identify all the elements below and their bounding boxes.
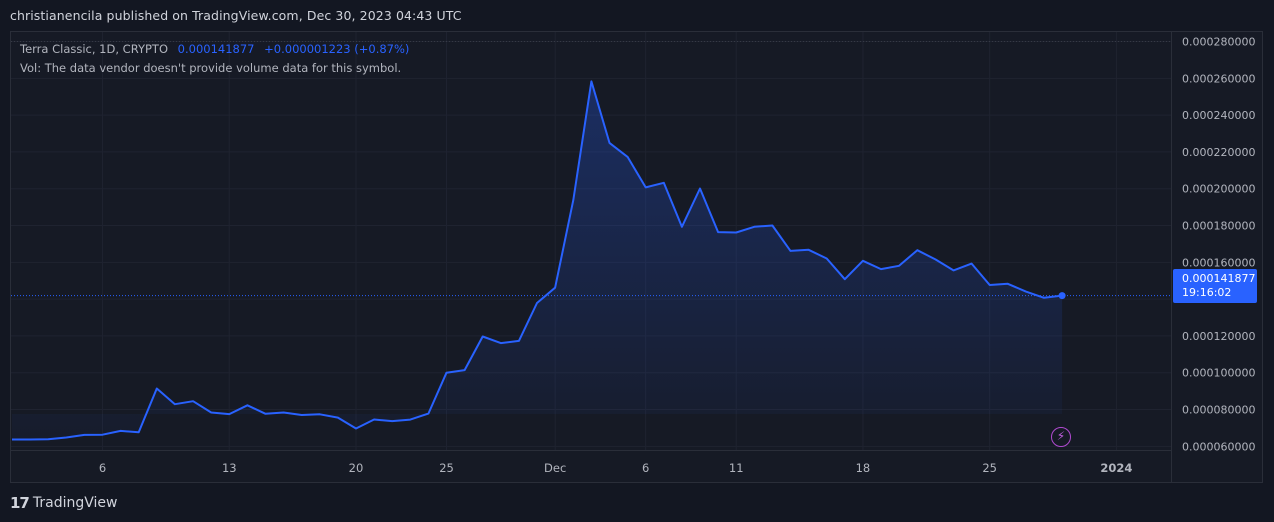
y-tick-label: 0.000120000 [1182, 330, 1255, 343]
y-tick-label: 0.000060000 [1182, 440, 1255, 453]
published-caption: christianencila published on TradingView… [10, 8, 462, 23]
chart-area[interactable]: 0.000060000 0.000080000 0.000100000 0.00012… [10, 31, 1263, 483]
y-tick-label: 0.000200000 [1182, 183, 1255, 196]
y-tick-label: 0.000280000 [1182, 36, 1255, 49]
lightning-icon[interactable]: ⚡ [1051, 427, 1071, 447]
price-area-fill [12, 81, 1063, 440]
x-tick-label: 18 [856, 461, 871, 475]
x-tick-label: 6 [642, 461, 649, 475]
x-tick-label: Dec [544, 461, 566, 475]
bar-countdown: 19:16:02 [1182, 286, 1232, 299]
chart-legend: Terra Classic, 1D, CRYPTO 0.000141877 +0… [20, 40, 415, 78]
legend-price: 0.000141877 [177, 42, 255, 56]
legend-volume-row: Vol: The data vendor doesn't provide vol… [20, 59, 415, 78]
last-price-dot [1058, 292, 1066, 300]
footer-brand[interactable]: 17 TradingView [10, 494, 117, 512]
x-tick-label: 20 [349, 461, 364, 475]
x-tick-label: 6 [99, 461, 106, 475]
y-tick-label: 0.000100000 [1182, 367, 1255, 380]
price-chart[interactable]: 0.000060000 0.000080000 0.000100000 0.00012… [11, 32, 1262, 482]
legend-change: +0.000001223 (+0.87%) [264, 42, 410, 56]
y-tick-label: 0.000180000 [1182, 220, 1255, 233]
y-tick-label: 0.000240000 [1182, 109, 1255, 122]
y-tick-label: 0.000080000 [1182, 404, 1255, 417]
x-tick-label: 25 [982, 461, 997, 475]
x-tick-label: 2024 [1100, 461, 1132, 475]
y-tick-label: 0.000260000 [1182, 72, 1255, 85]
y-tick-label: 0.000160000 [1182, 256, 1255, 269]
last-price-tag: 0.000141877 19:16:02 [1173, 269, 1257, 303]
x-tick-label: 11 [729, 461, 744, 475]
brand-name: TradingView [32, 495, 118, 511]
legend-volume-note: Vol: The data vendor doesn't provide vol… [20, 61, 402, 75]
last-price-value: 0.000141877 [1182, 272, 1256, 285]
x-tick-label: 13 [222, 461, 237, 475]
price-line[interactable] [12, 80, 1063, 441]
legend-symbol[interactable]: Terra Classic, 1D, CRYPTO [20, 42, 168, 56]
y-tick-label: 0.000220000 [1182, 146, 1255, 159]
legend-symbol-row: Terra Classic, 1D, CRYPTO 0.000141877 +0… [20, 40, 415, 59]
x-tick-label: 25 [439, 461, 454, 475]
tradingview-logo-icon: 17 [10, 494, 30, 512]
